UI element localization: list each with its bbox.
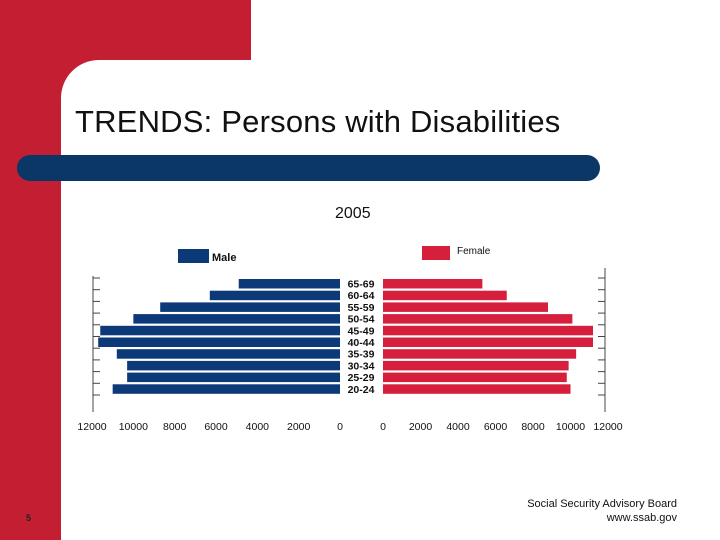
female-axis-tick-label: 6000 [484,421,508,433]
legend-male-swatch [178,249,209,263]
age-group-label: 25-29 [348,372,375,384]
female-bar [383,337,593,347]
slide-title: TRENDS: Persons with Disabilities [75,104,561,139]
male-bar [127,372,340,383]
page-number: 5 [26,513,32,523]
footer-organization: Social Security Advisory Board [527,498,677,510]
male-axis-tick-label: 8000 [163,421,187,433]
age-group-label: 20-24 [348,384,375,396]
female-bar [383,314,573,324]
female-bar [383,349,577,359]
male-bar [112,384,340,394]
male-bar [127,360,340,371]
population-pyramid-chart: Male Female 65-6960-6455-5950-5445-4940-… [77,246,623,433]
female-bar [383,279,483,289]
female-bar [383,290,507,301]
age-group-label: 60-64 [348,290,375,302]
male-axis-tick-label: 6000 [204,421,228,433]
female-axis-tick-label: 4000 [446,421,470,433]
age-group-label: 30-34 [348,360,375,372]
age-group-label: 35-39 [348,349,375,361]
female-bar [383,302,548,312]
male-bar [160,302,340,312]
male-bar [98,337,340,347]
age-group-label: 55-59 [348,302,375,314]
age-group-label: 45-49 [348,325,375,337]
female-axis-tick-label: 12000 [593,421,622,433]
male-bar [100,325,340,336]
female-axis-tick-label: 8000 [521,421,545,433]
male-bar [133,314,340,324]
male-bar [238,279,340,289]
footer-website: www.ssab.gov [606,512,677,524]
male-axis-tick-label: 10000 [119,421,148,433]
female-axis-tick-label: 2000 [409,421,433,433]
age-group-label: 65-69 [348,279,375,291]
chart-year-label: 2005 [335,205,371,222]
legend-male-label: Male [212,252,236,264]
male-axis-tick-label: 4000 [246,421,270,433]
title-underline-bar [17,155,600,181]
age-group-label: 40-44 [348,337,375,349]
female-bar [383,372,567,383]
legend-female-label: Female [457,246,491,257]
legend-male: Male [178,249,236,264]
legend-female: Female [422,246,491,260]
age-group-label: 50-54 [348,314,375,326]
male-axis-tick-label: 12000 [77,421,106,433]
female-bar [383,384,571,394]
male-axis-tick-label: 2000 [287,421,311,433]
male-axis-tick-label: 0 [337,421,343,433]
male-bar [209,290,340,301]
female-axis-tick-label: 0 [380,421,386,433]
female-bar [383,325,593,336]
legend-female-swatch [422,246,450,260]
female-axis-tick-label: 10000 [556,421,585,433]
footer-credit: Social Security Advisory Board www.ssab.… [527,497,677,525]
male-bar [116,349,340,359]
female-bar [383,360,569,371]
